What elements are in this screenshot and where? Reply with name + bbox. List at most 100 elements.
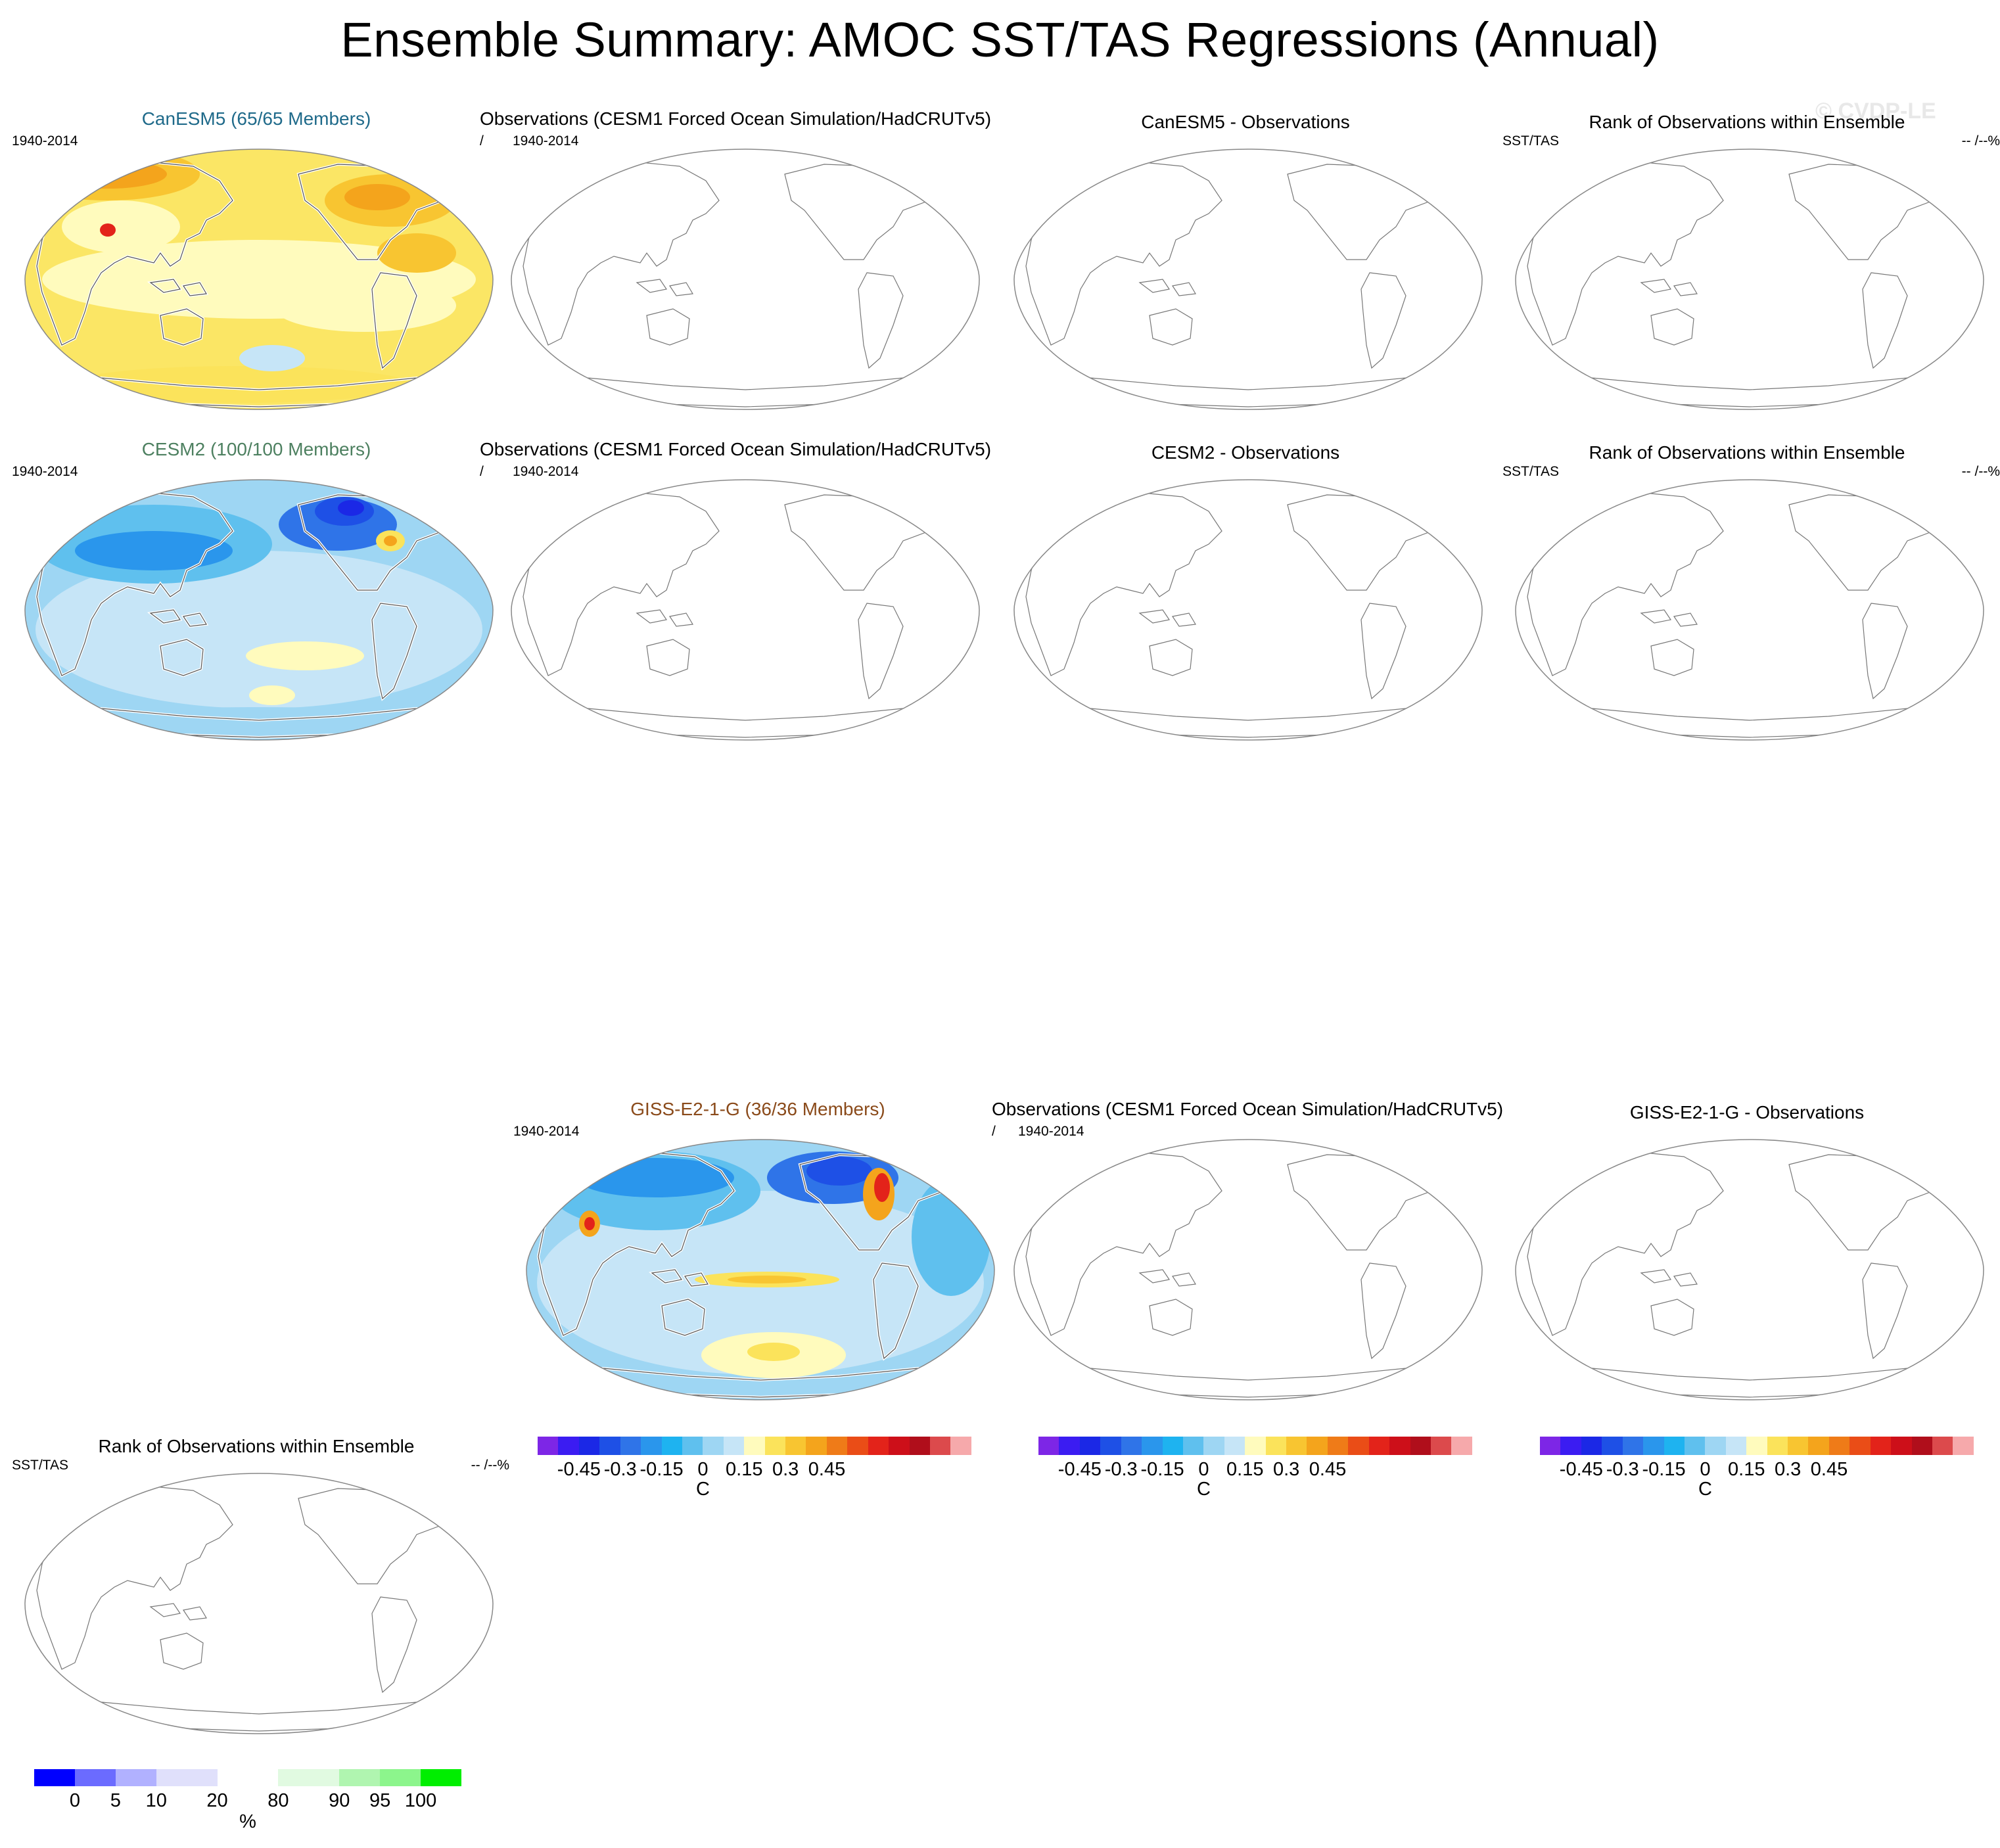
colorbar-swatch	[1602, 1437, 1623, 1455]
colorbar-swatch	[1142, 1437, 1163, 1455]
colorbar-swatch	[1581, 1437, 1602, 1455]
colorbar-swatch	[599, 1437, 620, 1455]
colorbar-tick-label: 0.45	[1810, 1459, 1848, 1480]
colorbar-swatch	[641, 1437, 662, 1455]
colorbar-tick-label: 10	[145, 1790, 167, 1811]
colorbar-tick-label: 0.3	[1774, 1459, 1802, 1480]
colorbar-swatch	[1182, 1437, 1204, 1455]
colorbar-tick-label: 0	[1700, 1459, 1711, 1480]
panel-title: CanESM5 (65/65 Members)	[141, 108, 371, 129]
colorbar-tick-label: 100	[404, 1790, 437, 1811]
colorbar-tick-label: 95	[369, 1790, 391, 1811]
colorbar-swatch	[1265, 1437, 1287, 1455]
colorbar-swatch	[1870, 1437, 1892, 1455]
colorbar-swatch	[1431, 1437, 1452, 1455]
colorbar-unit: C	[695, 1479, 710, 1500]
colorbar-tick-label: 90	[329, 1790, 350, 1811]
colorbar-swatch	[558, 1437, 579, 1455]
colorbar-strip	[1038, 1437, 1472, 1455]
colorbar-swatch	[538, 1437, 559, 1455]
map-rank-empty	[1515, 479, 1984, 741]
colorbar-tick-label: -0.45	[1058, 1459, 1102, 1480]
colorbar-swatch	[930, 1437, 951, 1455]
colorbar-tick-label: 0	[69, 1790, 80, 1811]
colorbar-swatch	[1059, 1437, 1080, 1455]
panel-title: Observations (CESM1 Forced Ocean Simulat…	[480, 108, 992, 129]
panel-title: CESM2 - Observations	[1151, 442, 1340, 463]
panel-cesm2-diff: CESM2 - Observations	[1002, 439, 1489, 748]
colorbar-tick-label: -0.15	[1642, 1459, 1686, 1480]
colorbar-swatch	[1389, 1437, 1410, 1455]
slash-label: /	[480, 464, 484, 479]
colorbar-swatch	[1307, 1437, 1328, 1455]
map-cesm2-regression	[24, 479, 494, 741]
period-label: 1940-2014	[12, 133, 78, 149]
colorbar-swatch	[785, 1437, 806, 1455]
colorbar-swatch	[1203, 1437, 1224, 1455]
colorbar-swatch	[1767, 1437, 1788, 1455]
colorbar-tick-label: -0.45	[1559, 1459, 1603, 1480]
colorbar-swatch	[806, 1437, 827, 1455]
colorbar-tick-label: 0	[697, 1459, 709, 1480]
rank-value: -- /--%	[1961, 133, 2000, 149]
colorbar-swatch	[339, 1769, 381, 1786]
colorbar-swatch	[578, 1437, 600, 1455]
panel-cesm2-rank: Rank of Observations within Ensemble SST…	[1502, 439, 2000, 748]
colorbar-tick-label: 0.3	[1272, 1459, 1300, 1480]
panel-title: GISS-E2-1-G - Observations	[1629, 1102, 1865, 1122]
colorbar-swatch	[1932, 1437, 1953, 1455]
colorbar-swatch	[661, 1437, 682, 1455]
colorbar-swatch	[1746, 1437, 1767, 1455]
colorbar-swatch	[950, 1437, 971, 1455]
colorbar-swatch	[1286, 1437, 1307, 1455]
colorbar-swatch	[1891, 1437, 1912, 1455]
panel-title: CanESM5 - Observations	[1141, 112, 1350, 132]
panel-giss-obs: Observations (CESM1 Forced Ocean Simulat…	[992, 1099, 1503, 1408]
colorbar-swatch	[1560, 1437, 1581, 1455]
colorbar-tick-label: 0.3	[772, 1459, 799, 1480]
panel-title: Observations (CESM1 Forced Ocean Simulat…	[480, 439, 992, 459]
period-label: 1940-2014	[1018, 1124, 1084, 1139]
colorbar-tick-label: 0.15	[726, 1459, 763, 1480]
colorbar-swatch	[156, 1769, 218, 1786]
panel-giss-model: GISS-E2-1-G (36/36 Members) 1940-2014	[513, 1099, 1001, 1408]
period-label: 1940-2014	[513, 133, 579, 149]
colorbar-swatch	[1410, 1437, 1431, 1455]
watermark: © CVDP-LE	[1815, 99, 1936, 124]
colorbar-swatch	[1100, 1437, 1121, 1455]
colorbar-swatch	[1849, 1437, 1871, 1455]
colorbar-tick-label: -0.3	[1606, 1459, 1639, 1480]
page-title: Ensemble Summary: AMOC SST/TAS Regressio…	[340, 12, 1660, 67]
colorbar-swatch	[278, 1769, 340, 1786]
colorbar-tick-label: 0.15	[1226, 1459, 1264, 1480]
map-diff-empty	[1013, 149, 1483, 410]
colorbar-swatch	[764, 1437, 786, 1455]
map-diff-empty	[1515, 1139, 1984, 1400]
panel-title: CESM2 (100/100 Members)	[141, 439, 371, 459]
panel-canesm5-obs: Observations (CESM1 Forced Ocean Simulat…	[480, 108, 991, 417]
colorbar-swatch	[1788, 1437, 1809, 1455]
colorbar-swatch	[703, 1437, 724, 1455]
rank-value: -- /--%	[471, 1458, 509, 1473]
map-obs-empty	[511, 479, 980, 741]
slash-label: /	[992, 1124, 996, 1139]
colorbar-swatch	[1038, 1437, 1059, 1455]
colorbar-tick-label: -0.15	[640, 1459, 684, 1480]
map-giss-regression	[526, 1139, 995, 1400]
map-canesm5-regression	[24, 149, 494, 410]
period-label: 1940-2014	[12, 464, 78, 479]
panel-cesm2-model: CESM2 (100/100 Members) 1940-2014	[12, 439, 500, 748]
variable-label: SST/TAS	[12, 1458, 68, 1473]
panel-canesm5-diff: CanESM5 - Observations	[1002, 108, 1489, 417]
panel-title: Observations (CESM1 Forced Ocean Simulat…	[992, 1099, 1504, 1119]
variable-label: SST/TAS	[1502, 464, 1559, 479]
colorbar-tick-label: -0.3	[603, 1459, 637, 1480]
colorbar-swatch	[868, 1437, 889, 1455]
panel-title: Rank of Observations within Ensemble	[1589, 442, 1905, 463]
colorbar-tick-label: 5	[110, 1790, 121, 1811]
colorbar-swatch	[1622, 1437, 1644, 1455]
colorbar-swatch	[115, 1769, 156, 1786]
colorbar-swatch	[1162, 1437, 1183, 1455]
colorbar-swatch	[1079, 1437, 1101, 1455]
colorbar-swatch	[380, 1769, 421, 1786]
